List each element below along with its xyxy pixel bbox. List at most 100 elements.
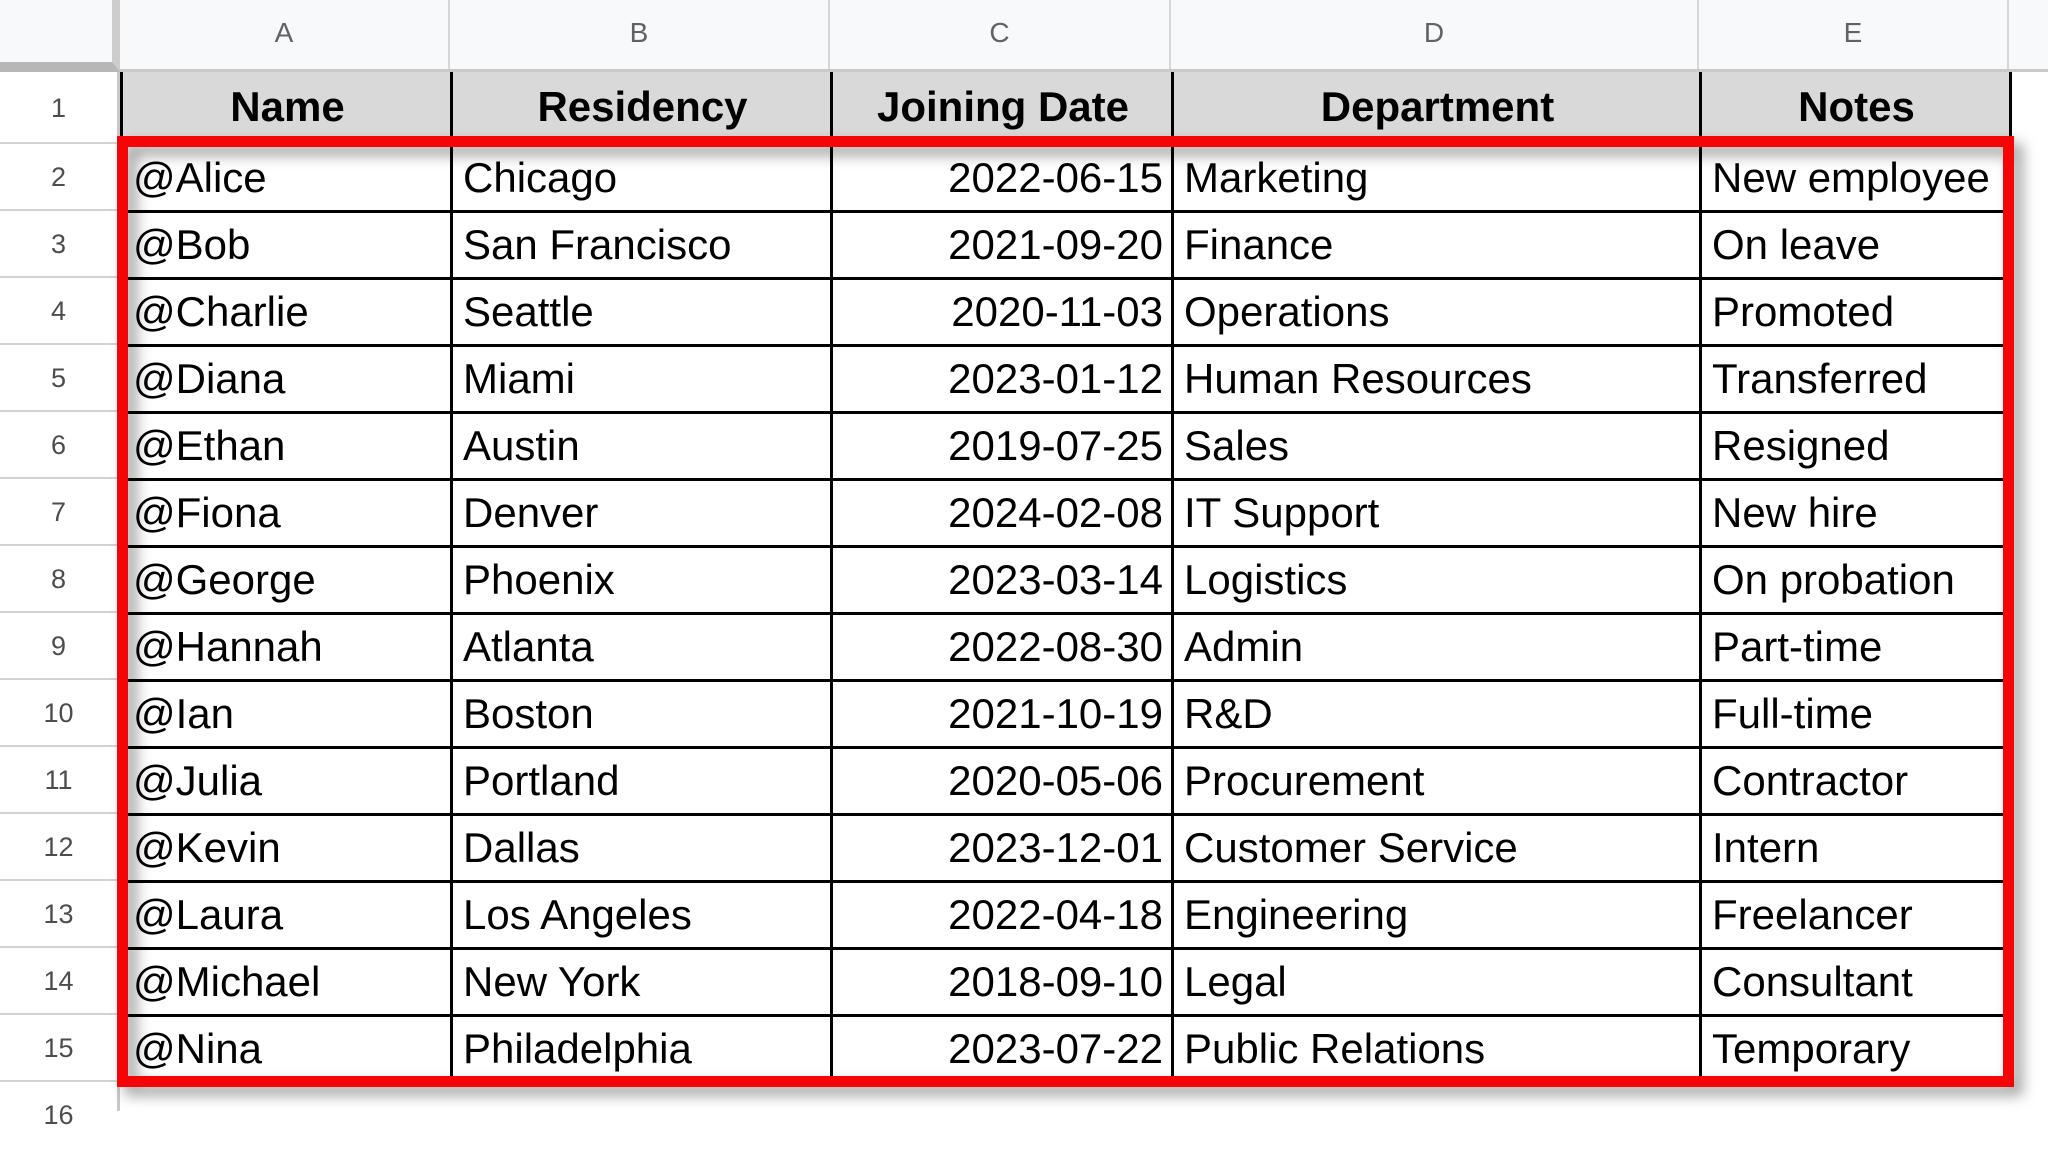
cell-name[interactable]: @Ethan [120, 410, 453, 481]
row-header[interactable]: 13 [0, 881, 117, 948]
cell-notes[interactable]: On probation [1699, 544, 2012, 615]
cell-notes[interactable]: Consultant [1699, 946, 2012, 1017]
cell-joining-date[interactable]: 2022-04-18 [830, 879, 1174, 950]
cell-residency[interactable]: Denver [450, 477, 833, 548]
header-cell-notes[interactable]: Notes [1699, 72, 2012, 146]
row-header[interactable]: 11 [0, 747, 117, 814]
cell-residency[interactable]: San Francisco [450, 209, 833, 280]
cell-name[interactable]: @Julia [120, 745, 453, 816]
row-header[interactable]: 8 [0, 546, 117, 613]
cell-name[interactable]: @Fiona [120, 477, 453, 548]
cell-department[interactable]: Sales [1171, 410, 1702, 481]
cell-joining-date[interactable]: 2022-08-30 [830, 611, 1174, 682]
row-header[interactable]: 16 [43, 1100, 74, 1130]
cell-name[interactable]: @Michael [120, 946, 453, 1017]
row-header[interactable]: 14 [0, 948, 117, 1015]
cell-name[interactable]: @George [120, 544, 453, 615]
cell-notes[interactable]: Part-time [1699, 611, 2012, 682]
row-header[interactable]: 7 [0, 479, 117, 546]
row-header[interactable]: 2 [0, 144, 117, 211]
column-header-strip: A B C D E [0, 0, 2048, 72]
column-header-e[interactable]: E [1699, 0, 2009, 69]
header-cell-department[interactable]: Department [1171, 72, 1702, 146]
cell-residency[interactable]: Los Angeles [450, 879, 833, 950]
cell-residency[interactable]: Portland [450, 745, 833, 816]
cell-name[interactable]: @Bob [120, 209, 453, 280]
cell-department[interactable]: Legal [1171, 946, 1702, 1017]
cell-name[interactable]: @Charlie [120, 276, 453, 347]
header-cell-residency[interactable]: Residency [450, 72, 833, 146]
column-header-c[interactable]: C [830, 0, 1171, 69]
row-header[interactable]: 9 [0, 613, 117, 680]
cell-notes[interactable]: Freelancer [1699, 879, 2012, 950]
cell-residency[interactable]: Chicago [450, 142, 833, 213]
cell-name[interactable]: @Ian [120, 678, 453, 749]
cell-notes[interactable]: Promoted [1699, 276, 2012, 347]
row-header[interactable]: 15 [0, 1015, 117, 1082]
cell-residency[interactable]: Atlanta [450, 611, 833, 682]
cell-department[interactable]: Marketing [1171, 142, 1702, 213]
cell-department[interactable]: Operations [1171, 276, 1702, 347]
column-header-f-sliver[interactable] [2009, 0, 2048, 69]
cell-notes[interactable]: Resigned [1699, 410, 2012, 481]
column-header-a[interactable]: A [120, 0, 450, 69]
cell-notes[interactable]: New hire [1699, 477, 2012, 548]
cell-joining-date[interactable]: 2019-07-25 [830, 410, 1174, 481]
select-all-corner[interactable] [0, 0, 120, 72]
cell-notes[interactable]: Transferred [1699, 343, 2012, 414]
row-header[interactable]: 4 [0, 278, 117, 345]
cell-department[interactable]: Customer Service [1171, 812, 1702, 883]
cell-name[interactable]: @Laura [120, 879, 453, 950]
table-row: @Laura Los Angeles 2022-04-18 Engineerin… [120, 879, 2012, 950]
cell-joining-date[interactable]: 2021-09-20 [830, 209, 1174, 280]
cell-notes[interactable]: Full-time [1699, 678, 2012, 749]
cell-department[interactable]: Engineering [1171, 879, 1702, 950]
row-header[interactable]: 1 [0, 72, 117, 144]
row-header[interactable]: 12 [0, 814, 117, 881]
cell-residency[interactable]: New York [450, 946, 833, 1017]
row-header[interactable]: 5 [0, 345, 117, 412]
cell-residency[interactable]: Philadelphia [450, 1013, 833, 1084]
cell-notes[interactable]: New employee [1699, 142, 2012, 213]
cell-joining-date[interactable]: 2020-11-03 [830, 276, 1174, 347]
cell-department[interactable]: Procurement [1171, 745, 1702, 816]
cell-notes[interactable]: Contractor [1699, 745, 2012, 816]
cell-name[interactable]: @Kevin [120, 812, 453, 883]
cell-notes[interactable]: Intern [1699, 812, 2012, 883]
cell-residency[interactable]: Phoenix [450, 544, 833, 615]
header-cell-joining-date[interactable]: Joining Date [830, 72, 1174, 146]
cell-joining-date[interactable]: 2023-12-01 [830, 812, 1174, 883]
cell-notes[interactable]: On leave [1699, 209, 2012, 280]
cell-joining-date[interactable]: 2022-06-15 [830, 142, 1174, 213]
cell-joining-date[interactable]: 2021-10-19 [830, 678, 1174, 749]
cell-department[interactable]: Finance [1171, 209, 1702, 280]
cell-residency[interactable]: Austin [450, 410, 833, 481]
cell-notes[interactable]: Temporary [1699, 1013, 2012, 1084]
cell-department[interactable]: Admin [1171, 611, 1702, 682]
cell-department[interactable]: Human Resources [1171, 343, 1702, 414]
row-header[interactable]: 10 [0, 680, 117, 747]
cell-joining-date[interactable]: 2024-02-08 [830, 477, 1174, 548]
header-cell-name[interactable]: Name [120, 72, 453, 146]
row-header[interactable]: 6 [0, 412, 117, 479]
cell-department[interactable]: IT Support [1171, 477, 1702, 548]
cell-name[interactable]: @Diana [120, 343, 453, 414]
cell-residency[interactable]: Dallas [450, 812, 833, 883]
cell-residency[interactable]: Miami [450, 343, 833, 414]
cell-joining-date[interactable]: 2020-05-06 [830, 745, 1174, 816]
row-header[interactable]: 3 [0, 211, 117, 278]
cell-joining-date[interactable]: 2023-03-14 [830, 544, 1174, 615]
cell-joining-date[interactable]: 2018-09-10 [830, 946, 1174, 1017]
cell-department[interactable]: Public Relations [1171, 1013, 1702, 1084]
cell-name[interactable]: @Alice [120, 142, 453, 213]
cell-joining-date[interactable]: 2023-07-22 [830, 1013, 1174, 1084]
column-header-b[interactable]: B [450, 0, 830, 69]
cell-residency[interactable]: Seattle [450, 276, 833, 347]
cell-name[interactable]: @Nina [120, 1013, 453, 1084]
cell-department[interactable]: Logistics [1171, 544, 1702, 615]
column-header-d[interactable]: D [1171, 0, 1699, 69]
cell-name[interactable]: @Hannah [120, 611, 453, 682]
cell-department[interactable]: R&D [1171, 678, 1702, 749]
cell-joining-date[interactable]: 2023-01-12 [830, 343, 1174, 414]
cell-residency[interactable]: Boston [450, 678, 833, 749]
